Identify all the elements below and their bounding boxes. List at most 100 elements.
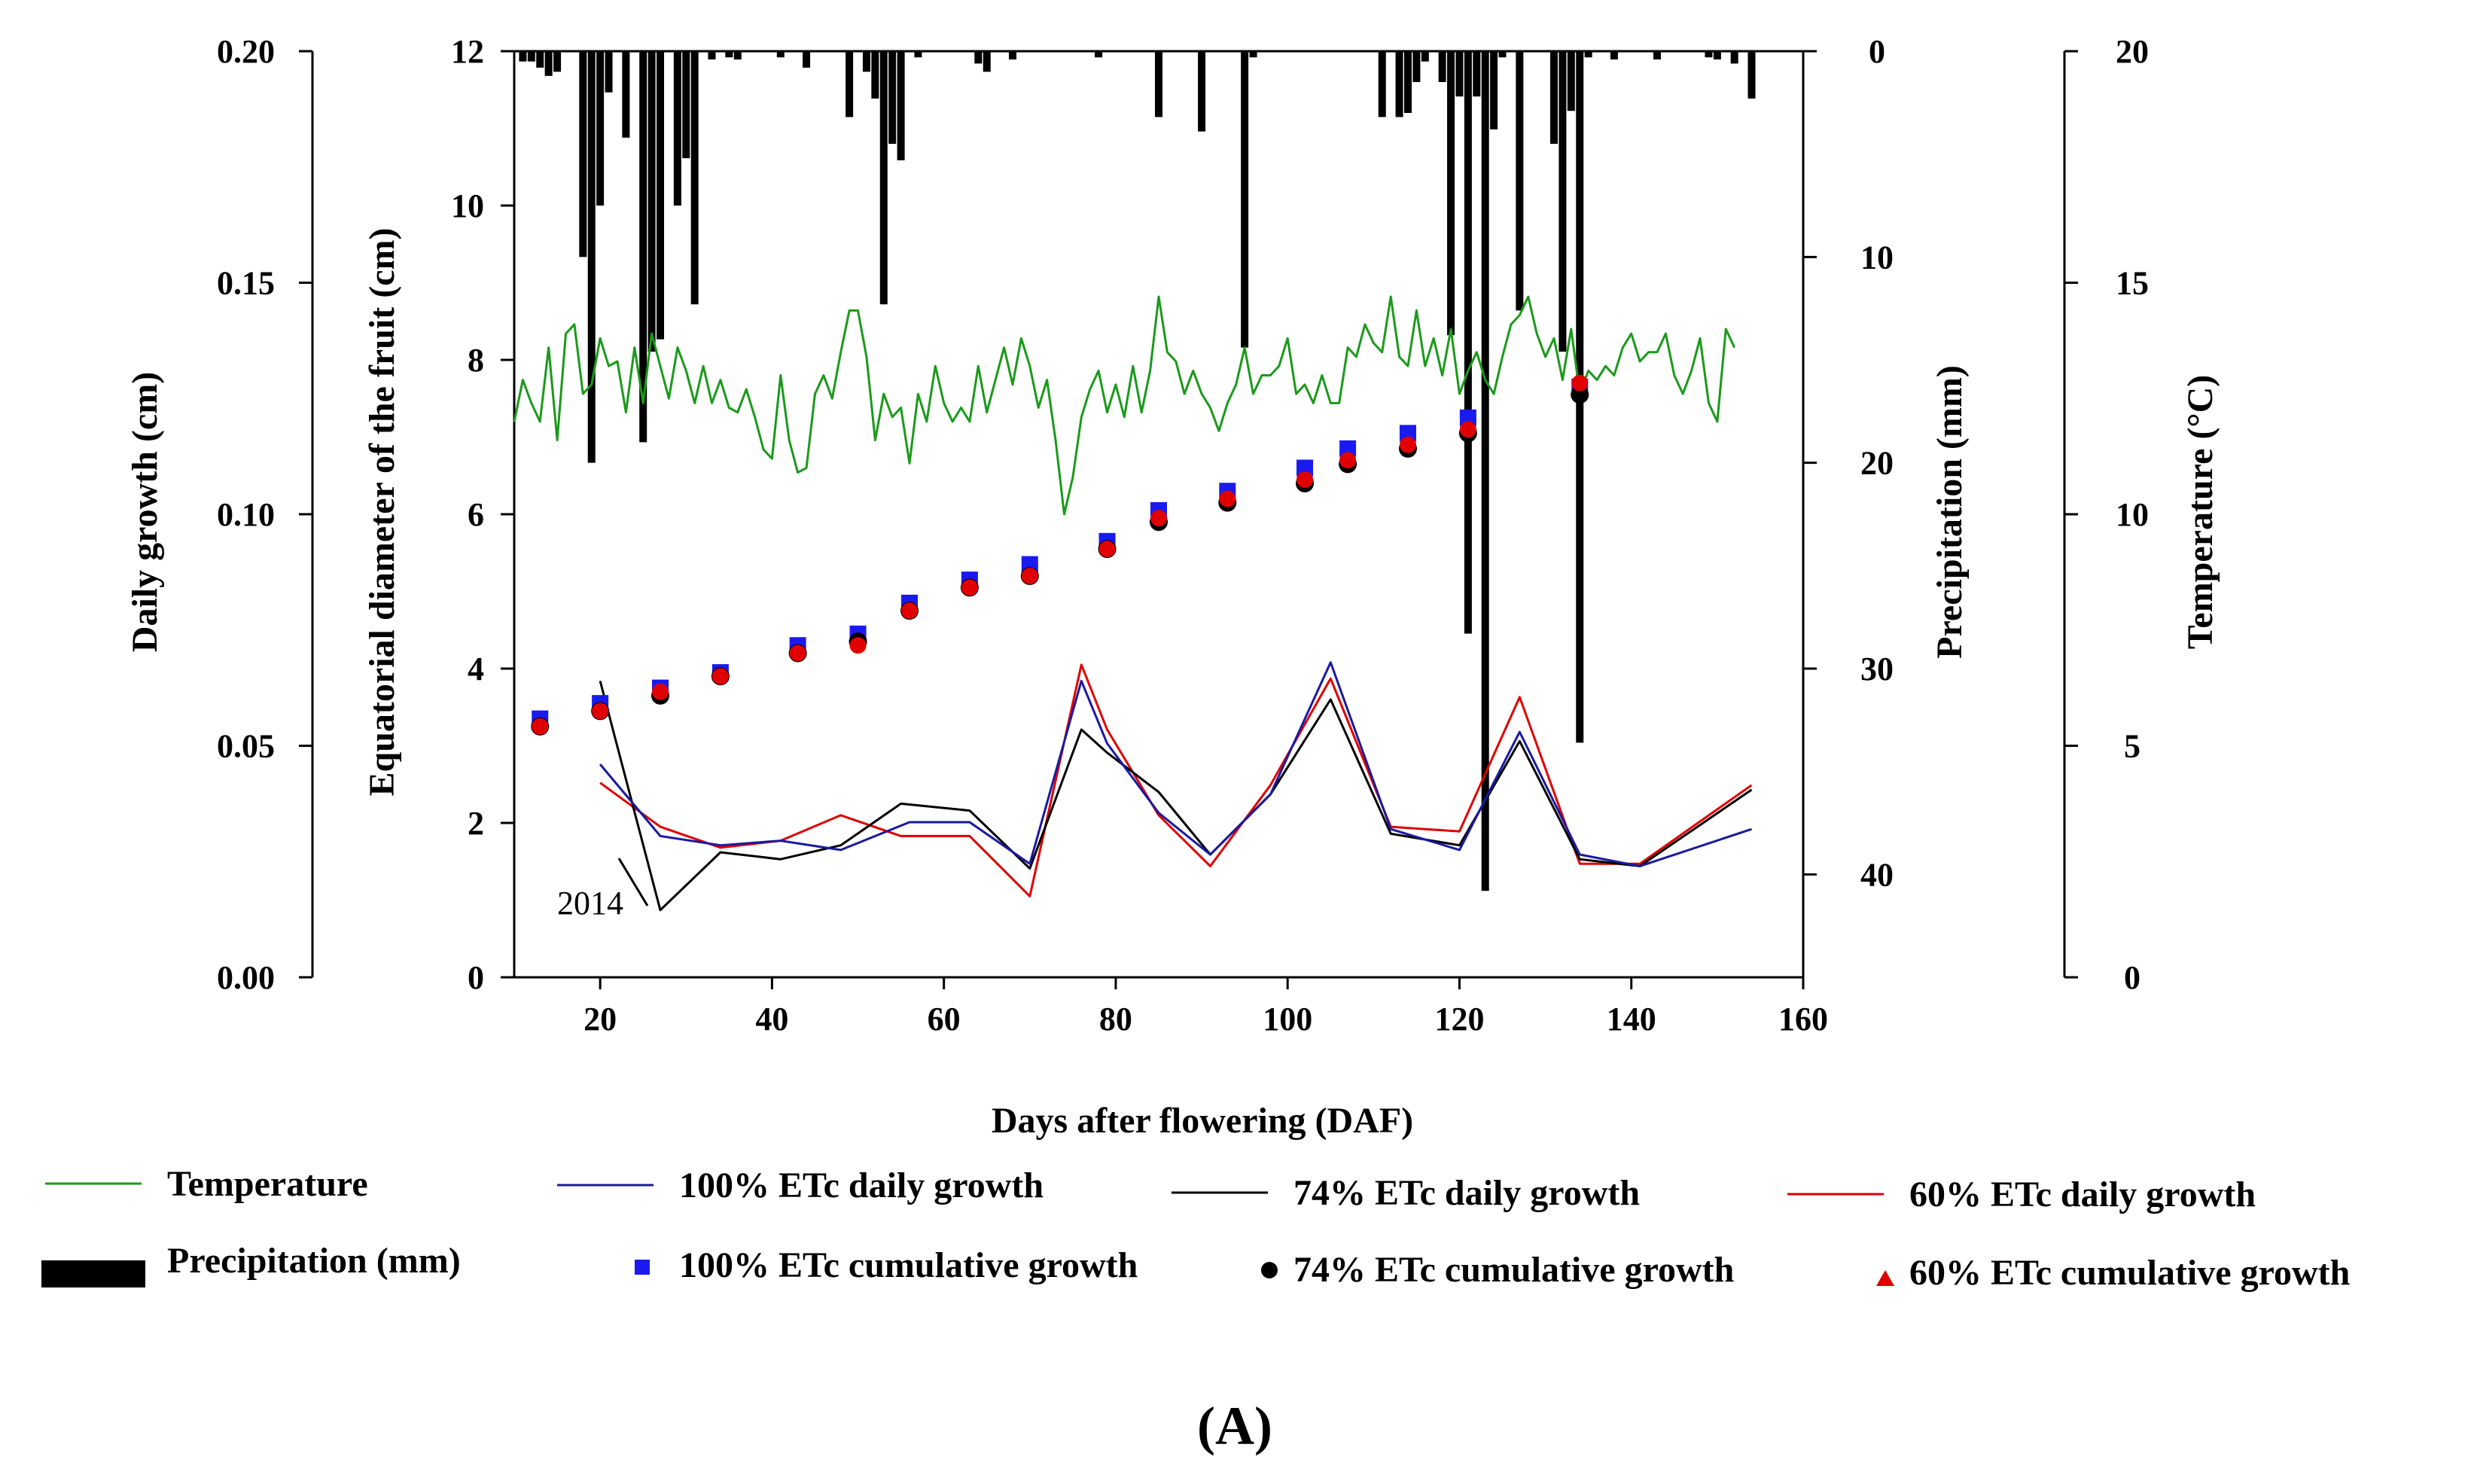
cumulative-60-marker bbox=[789, 644, 806, 662]
y-axis-label-temperature: Temperature (°C) bbox=[2180, 375, 2220, 649]
precipitation-bar bbox=[690, 51, 699, 305]
precipitation-bar bbox=[1490, 51, 1498, 130]
legend-74-cum-label: 74% ETc cumulative growth bbox=[1293, 1250, 1734, 1290]
cumulative-100-marker bbox=[1399, 425, 1416, 442]
cumulative-60-marker bbox=[1021, 568, 1038, 584]
cumulative-60-marker bbox=[1296, 471, 1314, 488]
diameter-tick-label: 6 bbox=[468, 496, 484, 533]
y-axis-label-diameter: Equatorial diameter of the fruit (cm) bbox=[362, 228, 402, 797]
precipitation-bar bbox=[1558, 51, 1567, 352]
cumulative-60-marker bbox=[1399, 436, 1416, 453]
legend-60-cum-label: 60% ETc cumulative growth bbox=[1909, 1253, 2350, 1293]
precipitation-bar bbox=[1464, 51, 1472, 634]
precipitation-bar bbox=[1421, 51, 1429, 62]
precipitation-bar bbox=[1705, 51, 1713, 58]
temperature-line bbox=[513, 295, 1736, 516]
precipitation-bar bbox=[1378, 51, 1386, 117]
precipitation-bar bbox=[1747, 51, 1756, 99]
precipitation-tick-label: 40 bbox=[1860, 856, 1894, 893]
cumulative-100-marker bbox=[1339, 440, 1357, 457]
precipitation-bar bbox=[1455, 51, 1464, 97]
temperature-tick-label: 20 bbox=[2116, 33, 2149, 70]
cumulative-60-marker bbox=[1150, 510, 1167, 527]
panel-label: (A) bbox=[1197, 1396, 1272, 1456]
precipitation-bar bbox=[1403, 51, 1412, 113]
precipitation-tick-label: 20 bbox=[1860, 445, 1894, 482]
legend-60-cum-marker bbox=[1876, 1270, 1894, 1286]
precipitation-bar bbox=[596, 51, 605, 206]
precipitation-bar bbox=[1481, 51, 1489, 891]
x-tick-label: 100 bbox=[1263, 1001, 1312, 1038]
y-axis-label-precipitation: Precipitation (mm) bbox=[1930, 365, 1970, 659]
legend-100-daily-label: 100% ETc daily growth bbox=[679, 1166, 1044, 1205]
diameter-tick-label: 8 bbox=[468, 342, 484, 379]
legend-precipitation-swatch bbox=[41, 1260, 145, 1287]
cumulative-60-marker bbox=[1571, 374, 1589, 392]
precipitation-bar bbox=[553, 51, 562, 72]
precipitation-bar bbox=[673, 51, 681, 206]
precipitation-bar bbox=[1412, 51, 1421, 82]
precipitation-bar bbox=[983, 51, 991, 72]
precipitation-tick-label: 10 bbox=[1860, 239, 1894, 276]
diameter-tick-label: 12 bbox=[451, 33, 484, 70]
precipitation-bar bbox=[725, 51, 733, 58]
cumulative-60-marker bbox=[652, 683, 669, 700]
cumulative-60-marker bbox=[849, 637, 867, 654]
precipitation-bar bbox=[1155, 51, 1162, 117]
temperature-tick-label: 5 bbox=[2124, 728, 2140, 765]
temperature-tick-label: 10 bbox=[2116, 496, 2149, 533]
precipitation-bars bbox=[519, 51, 1756, 891]
temperature-tick-label: 15 bbox=[2116, 265, 2149, 302]
precipitation-bar bbox=[1713, 51, 1721, 59]
precipitation-bar bbox=[1249, 51, 1257, 58]
x-tick-label: 40 bbox=[755, 1001, 788, 1038]
precipitation-bar bbox=[1198, 51, 1206, 132]
x-tick-label: 80 bbox=[1099, 1001, 1132, 1038]
cumulative-60-marker bbox=[1098, 541, 1116, 558]
precipitation-tick-label: 0 bbox=[1869, 33, 1885, 70]
precipitation-bar bbox=[879, 51, 888, 305]
legend-74-cum-marker bbox=[1261, 1262, 1278, 1278]
cumulative-60-marker bbox=[711, 668, 729, 685]
precipitation-bar bbox=[544, 51, 553, 76]
precipitation-bar bbox=[1584, 51, 1592, 58]
temperature-series bbox=[513, 295, 1736, 516]
precipitation-bar bbox=[1516, 51, 1524, 311]
year-annotation: 2014 bbox=[557, 885, 623, 922]
precipitation-bar bbox=[871, 51, 879, 99]
precipitation-bar bbox=[605, 51, 613, 93]
x-axis-label: Days after flowering (DAF) bbox=[992, 1101, 1413, 1141]
precipitation-bar bbox=[536, 51, 544, 68]
daily-growth-tick-label: 0.20 bbox=[217, 33, 275, 70]
legend: Temperature 100% ETc daily growth 74% ET… bbox=[41, 1164, 2350, 1293]
daily-growth-74-line bbox=[599, 681, 1753, 912]
precipitation-bar bbox=[1008, 51, 1016, 59]
cumulative-60-marker bbox=[901, 602, 919, 620]
precipitation-tick-label: 30 bbox=[1860, 651, 1894, 687]
precipitation-bar bbox=[1610, 51, 1618, 59]
cumulative-74-marker bbox=[1571, 385, 1589, 404]
daily-growth-tick-label: 0.10 bbox=[217, 496, 275, 533]
precipitation-bar bbox=[803, 51, 811, 68]
precipitation-bar bbox=[579, 51, 587, 257]
diameter-tick-label: 4 bbox=[468, 651, 484, 687]
precipitation-bar bbox=[862, 51, 870, 72]
precipitation-bar bbox=[657, 51, 665, 340]
precipitation-bar bbox=[519, 51, 527, 62]
precipitation-bar bbox=[647, 51, 656, 352]
precipitation-bar bbox=[1095, 51, 1103, 58]
legend-100-cum-marker bbox=[635, 1260, 650, 1275]
precipitation-bar bbox=[639, 51, 647, 443]
daily-growth-tick-label: 0.15 bbox=[217, 265, 275, 302]
precipitation-bar bbox=[708, 51, 716, 59]
precipitation-bar bbox=[1550, 51, 1558, 144]
precipitation-bar bbox=[622, 51, 630, 138]
precipitation-bar bbox=[1438, 51, 1446, 82]
temperature-tick-label: 0 bbox=[2124, 959, 2140, 996]
cumulative-60-marker bbox=[1219, 490, 1236, 507]
legend-temperature-label: Temperature bbox=[167, 1164, 368, 1204]
precipitation-bar bbox=[682, 51, 690, 159]
precipitation-bar bbox=[1473, 51, 1481, 97]
daily-growth-tick-label: 0.00 bbox=[217, 959, 275, 996]
